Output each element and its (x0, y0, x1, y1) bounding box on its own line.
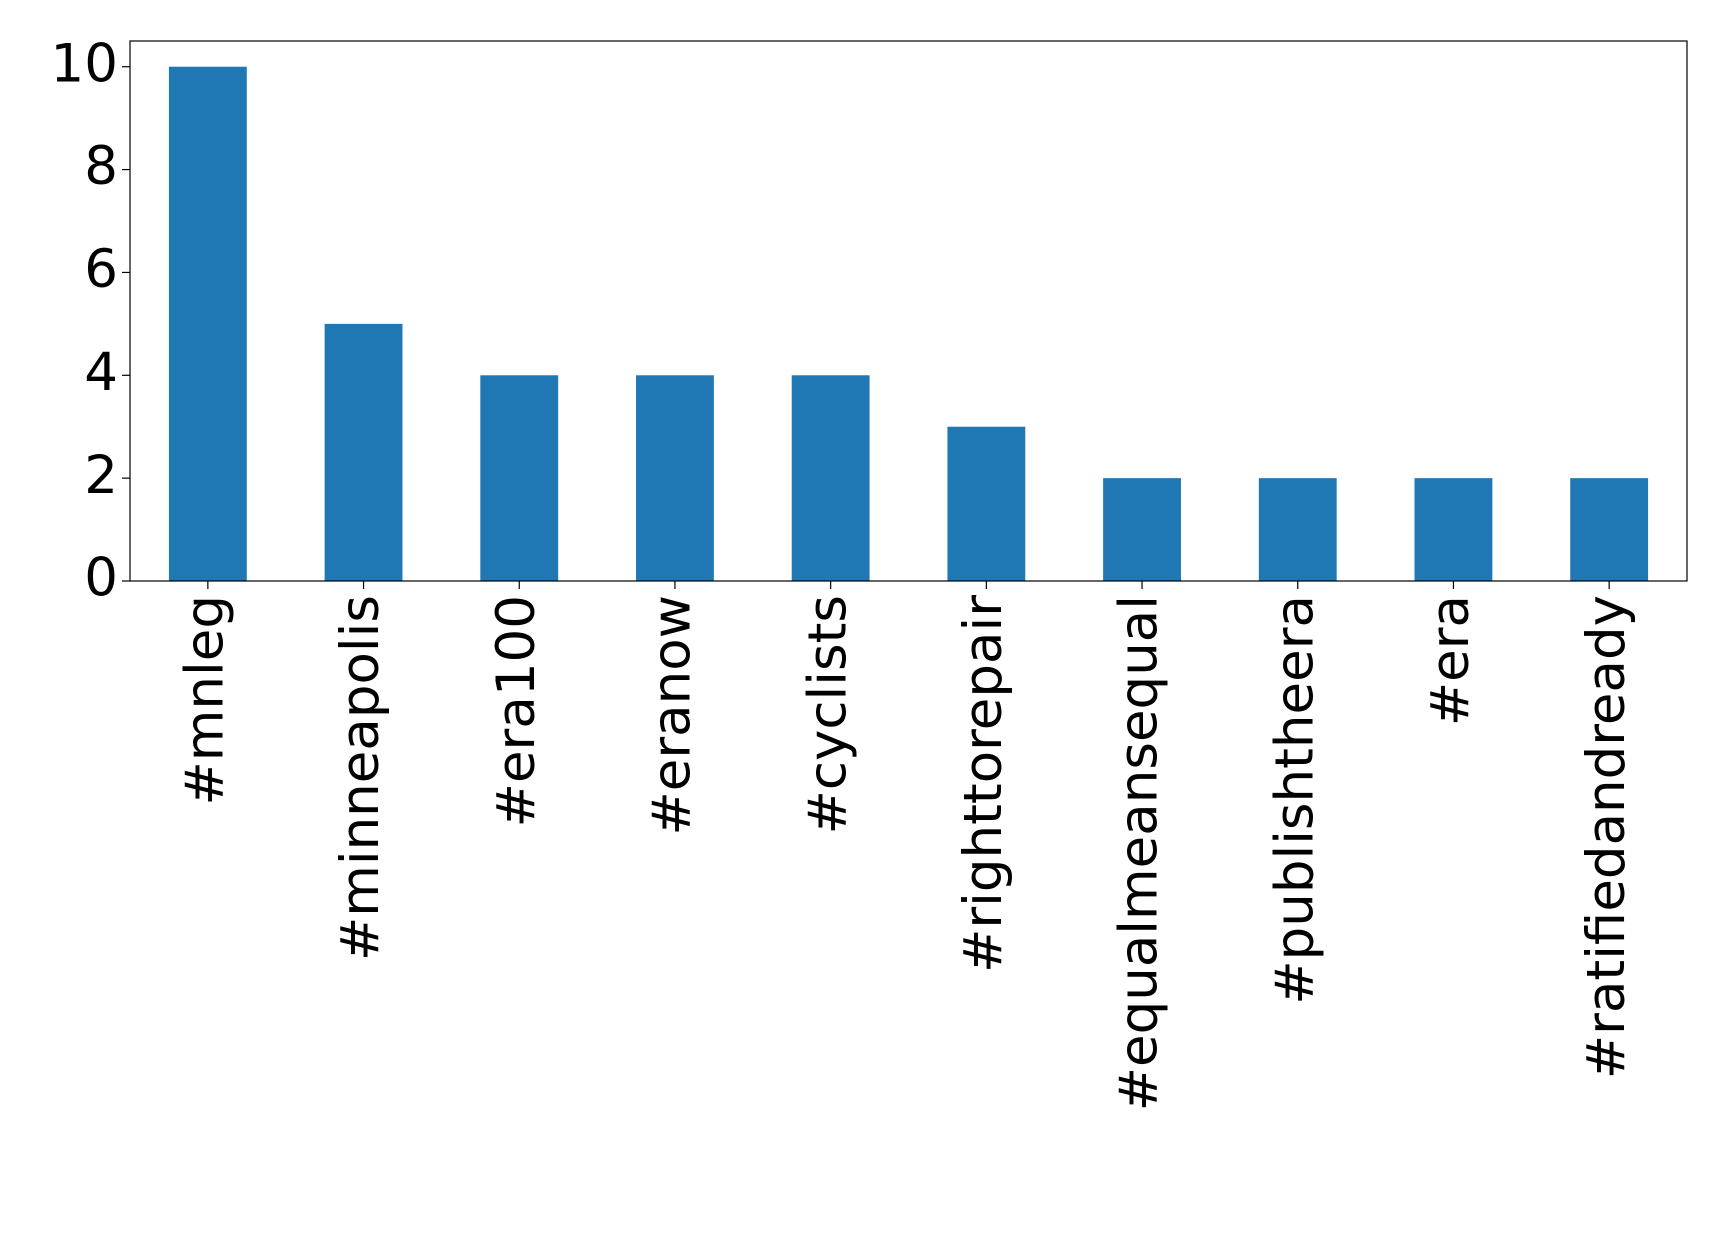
x-tick-label: #righttorepair (953, 595, 1014, 973)
x-tick-label: #cyclists (797, 595, 858, 835)
x-tick-label: #mnleg (174, 595, 235, 806)
y-tick-label: 8 (84, 136, 118, 197)
x-tick-label: #publishtheera (1264, 595, 1325, 1005)
y-tick-label: 0 (84, 548, 118, 609)
plot-frame (129, 40, 1688, 582)
bar (791, 375, 870, 581)
bar (324, 323, 403, 581)
x-tick-label: #era100 (486, 595, 547, 827)
x-tick-label: #minneapolis (330, 595, 391, 961)
bar (1570, 478, 1649, 581)
x-tick-label: #eranow (642, 595, 703, 836)
y-tick-label: 6 (84, 239, 118, 300)
x-tick-label: #era (1420, 595, 1481, 726)
x-tick-label: #ratifiedandready (1576, 595, 1637, 1079)
bar (1258, 478, 1337, 581)
bar (636, 375, 714, 581)
x-tick-label: #equalmeansequal (1109, 595, 1170, 1111)
bar (947, 426, 1026, 581)
y-tick-label: 2 (84, 445, 118, 506)
y-tick-label: 10 (51, 33, 118, 94)
bar (168, 66, 247, 581)
bar (1414, 478, 1493, 581)
y-tick-label: 4 (84, 342, 118, 403)
bar (480, 375, 559, 581)
bar (1103, 478, 1181, 581)
